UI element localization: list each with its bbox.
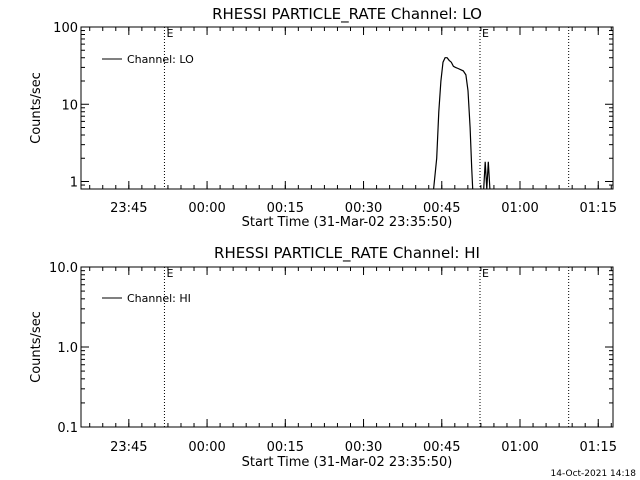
x-tick-label: 00:30 (345, 201, 382, 216)
y-tick-label: 1.0 (57, 341, 78, 356)
y-axis-label: Counts/sec (29, 72, 44, 144)
x-tick-label: 01:00 (501, 201, 538, 216)
legend-entry: Channel: LO (127, 53, 194, 66)
x-tick-label: 00:30 (345, 440, 382, 455)
event-line-label: E (482, 267, 489, 280)
x-tick-label: 00:00 (188, 440, 225, 455)
plot-frame (80, 26, 614, 190)
chart-panel-1: RHESSI PARTICLE_RATE Channel: LO 23:45 00:… (29, 5, 617, 230)
series-line-1 (433, 57, 474, 190)
x-tick-label: 00:15 (267, 201, 304, 216)
x-tick-label: 01:15 (580, 440, 617, 455)
legend-entry: Channel: HI (127, 292, 191, 305)
x-tick-label: 23:45 (110, 440, 147, 455)
y-tick-label: 100 (53, 21, 78, 36)
y-tick-label: 10 (61, 98, 78, 113)
x-tick-label: 00:15 (267, 440, 304, 455)
footer-timestamp: 14-Oct-2021 14:18 (551, 469, 637, 479)
x-tick-label: 00:00 (188, 201, 225, 216)
event-line-label: E (166, 267, 173, 280)
plot-frame (80, 266, 614, 428)
y-tick-label: 10.0 (49, 261, 78, 276)
chart-title: RHESSI PARTICLE_RATE Channel: LO (212, 5, 482, 24)
chart-panel-2: RHESSI PARTICLE_RATE Channel: HI 23:45 00:… (29, 244, 617, 470)
series-line-2 (483, 161, 491, 190)
x-tick-label: 00:45 (423, 201, 460, 216)
y-tick-label: 1 (70, 176, 78, 191)
x-axis-label: Start Time (31-Mar-02 23:35:50) (242, 215, 453, 230)
event-line-label: E (482, 27, 489, 40)
chart-title: RHESSI PARTICLE_RATE Channel: HI (214, 244, 480, 263)
x-tick-label: 00:45 (423, 440, 460, 455)
x-tick-label: 01:15 (580, 201, 617, 216)
x-axis-label: Start Time (31-Mar-02 23:35:50) (242, 455, 453, 470)
y-tick-label: 0.1 (57, 421, 78, 436)
event-line-label: E (166, 27, 173, 40)
y-axis-label: Counts/sec (29, 311, 44, 383)
x-tick-label: 23:45 (110, 201, 147, 216)
x-tick-label: 01:00 (501, 440, 538, 455)
